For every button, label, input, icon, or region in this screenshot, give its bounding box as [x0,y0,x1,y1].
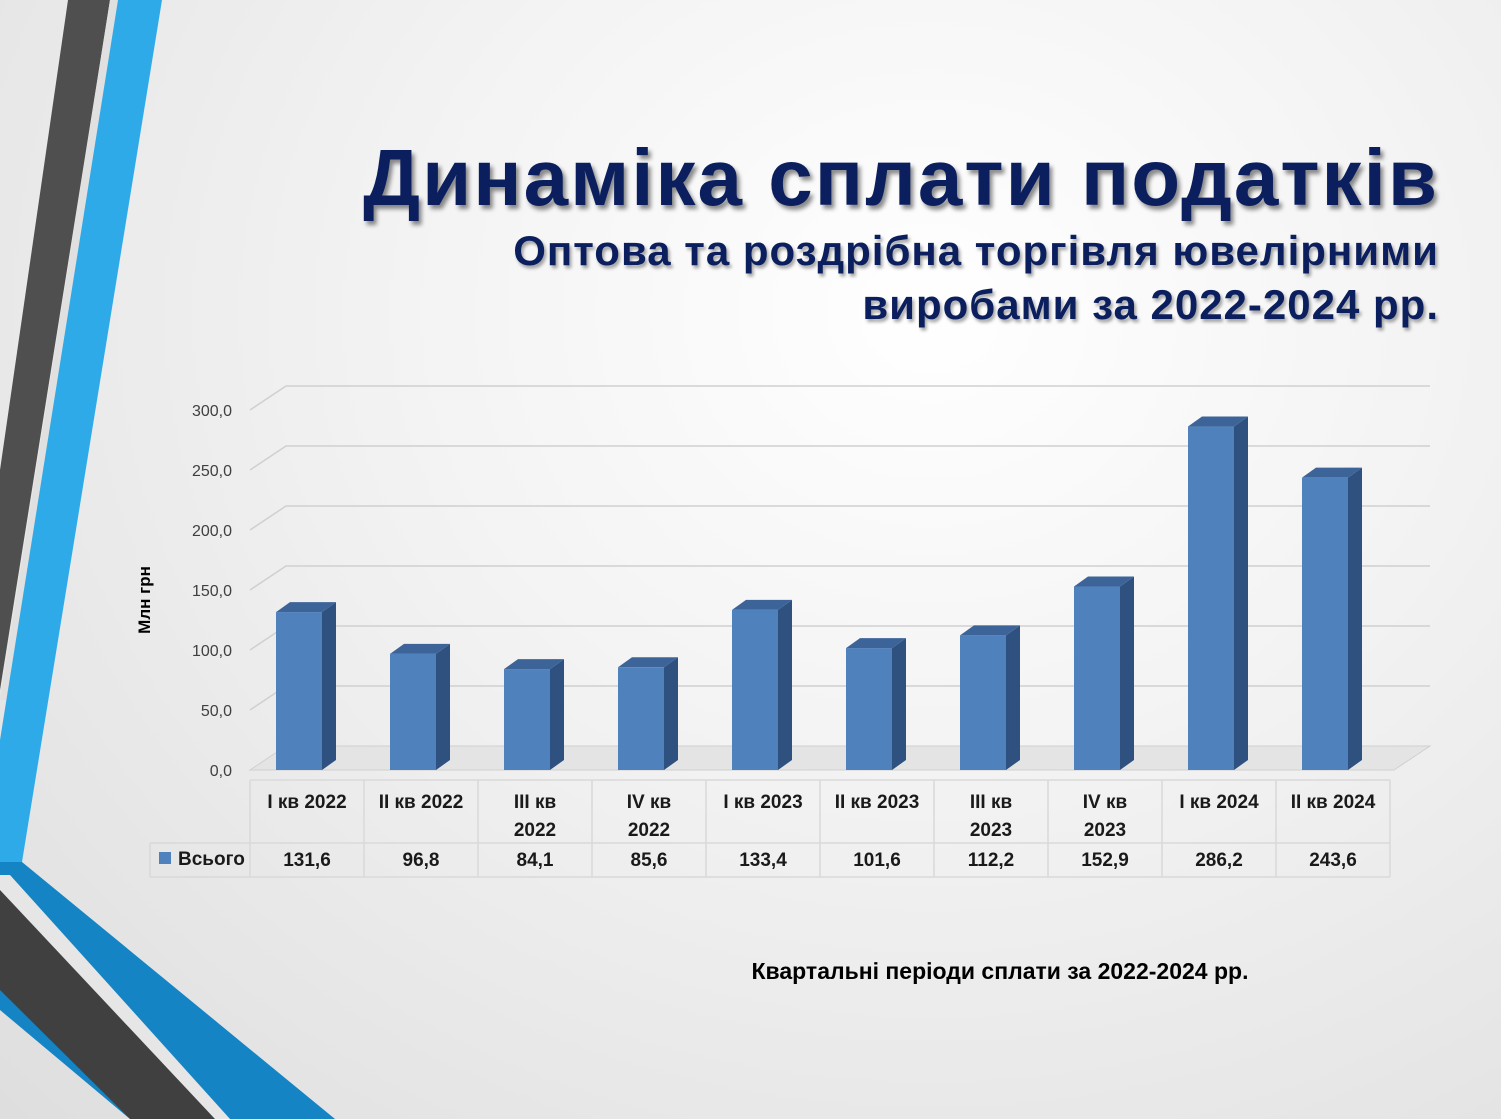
data-label: 131,6 [283,850,331,871]
bar-front [618,667,664,770]
y-tick-label: 300,0 [192,403,232,420]
bar-front [504,669,550,770]
y-tick-label: 250,0 [192,463,232,480]
bar [846,638,906,770]
data-label: 84,1 [517,850,554,871]
bar-side [550,659,564,770]
dark-stripe-top [0,0,110,690]
x-tick-label: IV кв [627,792,671,813]
bar-side [1348,467,1362,770]
light-stripe-bottom [0,875,230,1119]
y-axis-title: Млн грн [135,566,154,634]
data-label: 133,4 [739,850,787,871]
bar-side [436,643,450,770]
data-label: 112,2 [968,850,1015,871]
page-title: Динаміка сплати податків [363,133,1439,222]
bars [276,416,1362,770]
bar [732,599,792,770]
bar-front [1074,586,1120,770]
bar-front [732,609,778,770]
bar-top [732,599,792,610]
bar-front [276,612,322,770]
legend-label: Всього [178,849,245,870]
data-label: 85,6 [631,850,668,871]
grid-line [249,565,1430,591]
data-table: I кв 2022 131,6 II кв 2022 96,8 III кв 2022 84… [149,779,1391,878]
bar-side [1006,625,1020,770]
y-tick-label: 50,0 [201,703,232,720]
bar-front [1188,426,1234,770]
bar [1188,416,1248,770]
bar [960,625,1020,770]
bar [390,643,450,770]
y-tick-label: 0,0 [210,763,232,780]
x-tick-label: IV кв [1083,792,1127,813]
x-tick-label: II кв 2023 [835,792,920,813]
bar-top [1074,576,1134,587]
legend-key [159,852,171,864]
x-tick-label: II кв 2022 [379,792,464,813]
bar-top [504,659,564,670]
bar-top [960,625,1020,636]
data-label: 243,6 [1309,850,1357,871]
bar-side [892,638,906,770]
x-tick-label: 2023 [970,820,1012,841]
bar-side [1234,416,1248,770]
x-tick-label: 2023 [1084,820,1126,841]
x-tick-label: 2022 [514,820,556,841]
page-subtitle: Оптова та роздрібна торгівля ювелірними … [339,224,1439,332]
x-tick-label: I кв 2023 [723,792,802,813]
bar-top [390,643,450,654]
bar-top [618,657,678,668]
subtitle-line-1: Оптова та роздрібна торгівля ювелірними [513,227,1439,274]
blue-stripe-top [0,0,162,862]
data-label: 152,9 [1081,850,1129,871]
bar [276,602,336,770]
bar-top [1188,416,1248,427]
y-tick-labels: 0,0 50,0 100,0 150,0 200,0 250,0 300,0 [192,403,232,780]
data-label: 286,2 [1195,850,1243,871]
bar-top [1302,467,1362,478]
data-label: 96,8 [403,850,440,871]
light-stripe-top [0,0,118,700]
x-axis-title: Квартальні періоди сплати за 2022-2024 р… [751,958,1249,984]
bar-front [846,648,892,770]
y-tick-label: 100,0 [192,643,232,660]
grid-line [249,445,1430,471]
bar-side [778,599,792,770]
bar-front [960,635,1006,770]
bar-front [390,653,436,770]
bar [1302,467,1362,770]
bar [504,659,564,770]
bar-top [276,602,336,613]
y-tick-label: 150,0 [192,583,232,600]
bar-side [1120,576,1134,770]
x-tick-label: 2022 [628,820,670,841]
y-tick-label: 200,0 [192,523,232,540]
bar-front [1302,477,1348,770]
bar-side [322,602,336,770]
bar [1074,576,1134,770]
bar-side [664,657,678,770]
x-tick-label: III кв [970,792,1012,813]
bar-top [846,638,906,649]
x-tick-label: I кв 2024 [1179,792,1259,813]
x-tick-label: III кв [514,792,556,813]
x-tick-label: II кв 2024 [1291,792,1376,813]
x-tick-label: I кв 2022 [267,792,346,813]
bar [618,657,678,770]
grid-line [249,505,1430,531]
data-label: 101,6 [853,850,901,871]
subtitle-line-2: виробами за 2022-2024 рр. [862,281,1439,328]
grid-line [249,385,1430,411]
